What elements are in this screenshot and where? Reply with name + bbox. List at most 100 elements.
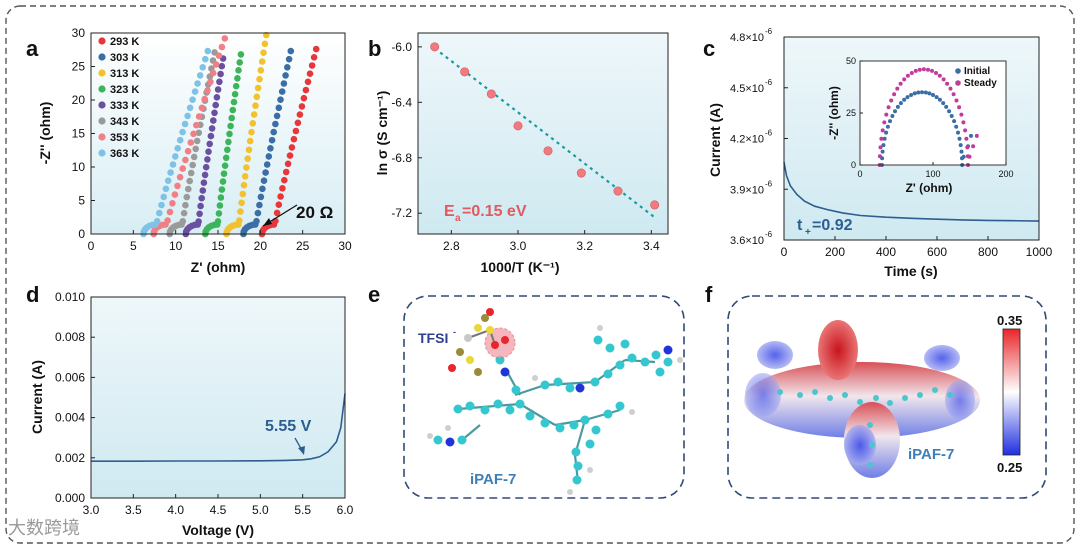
chart-a-point [201,171,209,179]
chart-d-xtick-label: 5.5 [294,503,311,517]
chart-a-point [273,112,281,120]
chart-c-inset-point [951,92,956,97]
chart-c-inset-point [877,154,882,159]
chart-d-ytick-label: 0.004 [55,411,85,425]
chart-a-xtick-label: 25 [296,239,310,253]
chart-c-inset-point [921,67,926,72]
chart-a-point [228,114,235,122]
chart-a-point [184,147,192,155]
chart-c-inset-point [913,68,918,73]
chart-a-point [258,58,266,65]
chart-c-inset-point [892,92,897,97]
chart-c: 0 200 400 600 800 1000 3.6×10-63.9×10-64.2×10… [707,27,1053,279]
chart-c-inset-point [878,145,883,150]
chart-d-xtick-label: 4.5 [210,503,227,517]
chart-a-point [268,136,276,144]
chart-a-point [204,87,211,94]
chart-c-inset-bg [860,61,1006,165]
chart-a-point [300,94,308,102]
chart-a-legend-label: 363 K [110,148,139,160]
chart-c-inset-point [963,128,968,133]
chart-a-point [257,67,265,74]
chart-b-point [430,42,440,52]
chart-a-legend-label: 313 K [110,68,139,80]
chart-a-point [179,165,186,172]
chart-c-xtick-label: 400 [876,245,896,259]
chart-a-point [241,173,249,180]
panel-e-structure: TFSI - iPAF-7 [403,295,685,499]
chart-a-point [172,153,179,160]
chart-a-ytick-label: 25 [72,60,86,74]
chart-a-point [292,127,300,135]
chart-a-point [166,208,174,216]
chart-a-point [214,218,222,225]
chart-a-point [213,94,221,101]
chart-a-point [226,130,233,138]
chart-c-inset-point [917,67,922,72]
chart-a-yticks: 0 5 10 15 20 25 30 [72,26,95,241]
chart-a-point [260,177,268,184]
chart-a-legend-label: 343 K [110,116,139,128]
chart-c-inset-point [898,81,903,86]
chart-a-point [249,120,257,127]
chart-a-point [282,168,290,176]
chart-c-inset-point [937,73,942,78]
chart-a-point [196,72,204,79]
chart-a-point [279,185,286,192]
chart-c-inset-point [949,114,954,118]
chart-d-ytick-label: 0.000 [55,491,85,505]
chart-a-point [244,155,251,162]
chart-a-point [284,64,291,71]
tfsi-anion [448,308,516,376]
chart-a-point [267,145,274,152]
chart-c-inset-legend-marker [955,80,961,86]
chart-a-point [164,177,172,184]
chart-a-point [286,152,294,159]
chart-a-point [217,70,224,78]
chart-a-legend-label: 333 K [110,100,139,112]
chart-a-xtick-label: 15 [211,239,225,253]
chart-c-inset-point [912,91,917,96]
chart-c-inset-point [916,90,921,95]
chart-c-inset-point [888,119,892,124]
chart-a-point [216,78,223,86]
panel-e-label-tfsi-sup: - [453,327,456,337]
chart-c-inset-point [902,77,907,82]
chart-a-point [243,164,250,171]
panel-e-label-tfsi: TFSI [418,330,448,346]
chart-c-inset-point [905,95,910,100]
chart-a-point [248,128,255,136]
chart-b-xticks: 2.8 3.0 3.2 3.4 [443,230,660,253]
chart-a-point [169,200,176,207]
chart-a-point [206,140,213,148]
chart-c-inset-xlabel: Z' (ohm) [906,181,953,195]
chart-c-inset-point [954,98,959,103]
chart-d-xtick-label: 3.0 [83,503,100,517]
chart-c-inset-point [969,133,973,138]
chart-a-point [278,88,286,95]
chart-c-inset-point [909,93,914,97]
chart-a-ylabel: -Z'' (ohm) [37,102,53,165]
chart-a: 0 5 10 15 20 25 30 0 5 10 15 20 25 30 293 K 303 K 313 … [37,26,352,275]
chart-b-ytick-label: -6.8 [391,151,412,165]
chart-d-ytick-label: 0.006 [55,370,85,384]
chart-a-legend-label: 293 K [110,36,139,48]
chart-c-inset-point [882,136,887,141]
chart-a-point [204,156,211,163]
chart-a-point [215,52,223,59]
chart-c-inset-point [889,98,894,103]
chart-a-point [180,209,188,217]
chart-a-point [181,120,189,128]
chart-c-inset-ylabel: -Z'' (ohm) [827,86,841,140]
chart-b-point [543,146,553,156]
chart-a-point [187,139,195,146]
chart-c-inset-point [930,68,934,73]
chart-a-point [199,187,207,194]
chart-c-inset-point [885,124,890,129]
chart-c-inset-point [964,136,969,141]
chart-c-ytick-label: 4.8×10 [730,32,764,44]
chart-c-inset-point [974,133,979,138]
chart-a-point [281,176,288,184]
chart-c-inset-point [895,86,900,91]
